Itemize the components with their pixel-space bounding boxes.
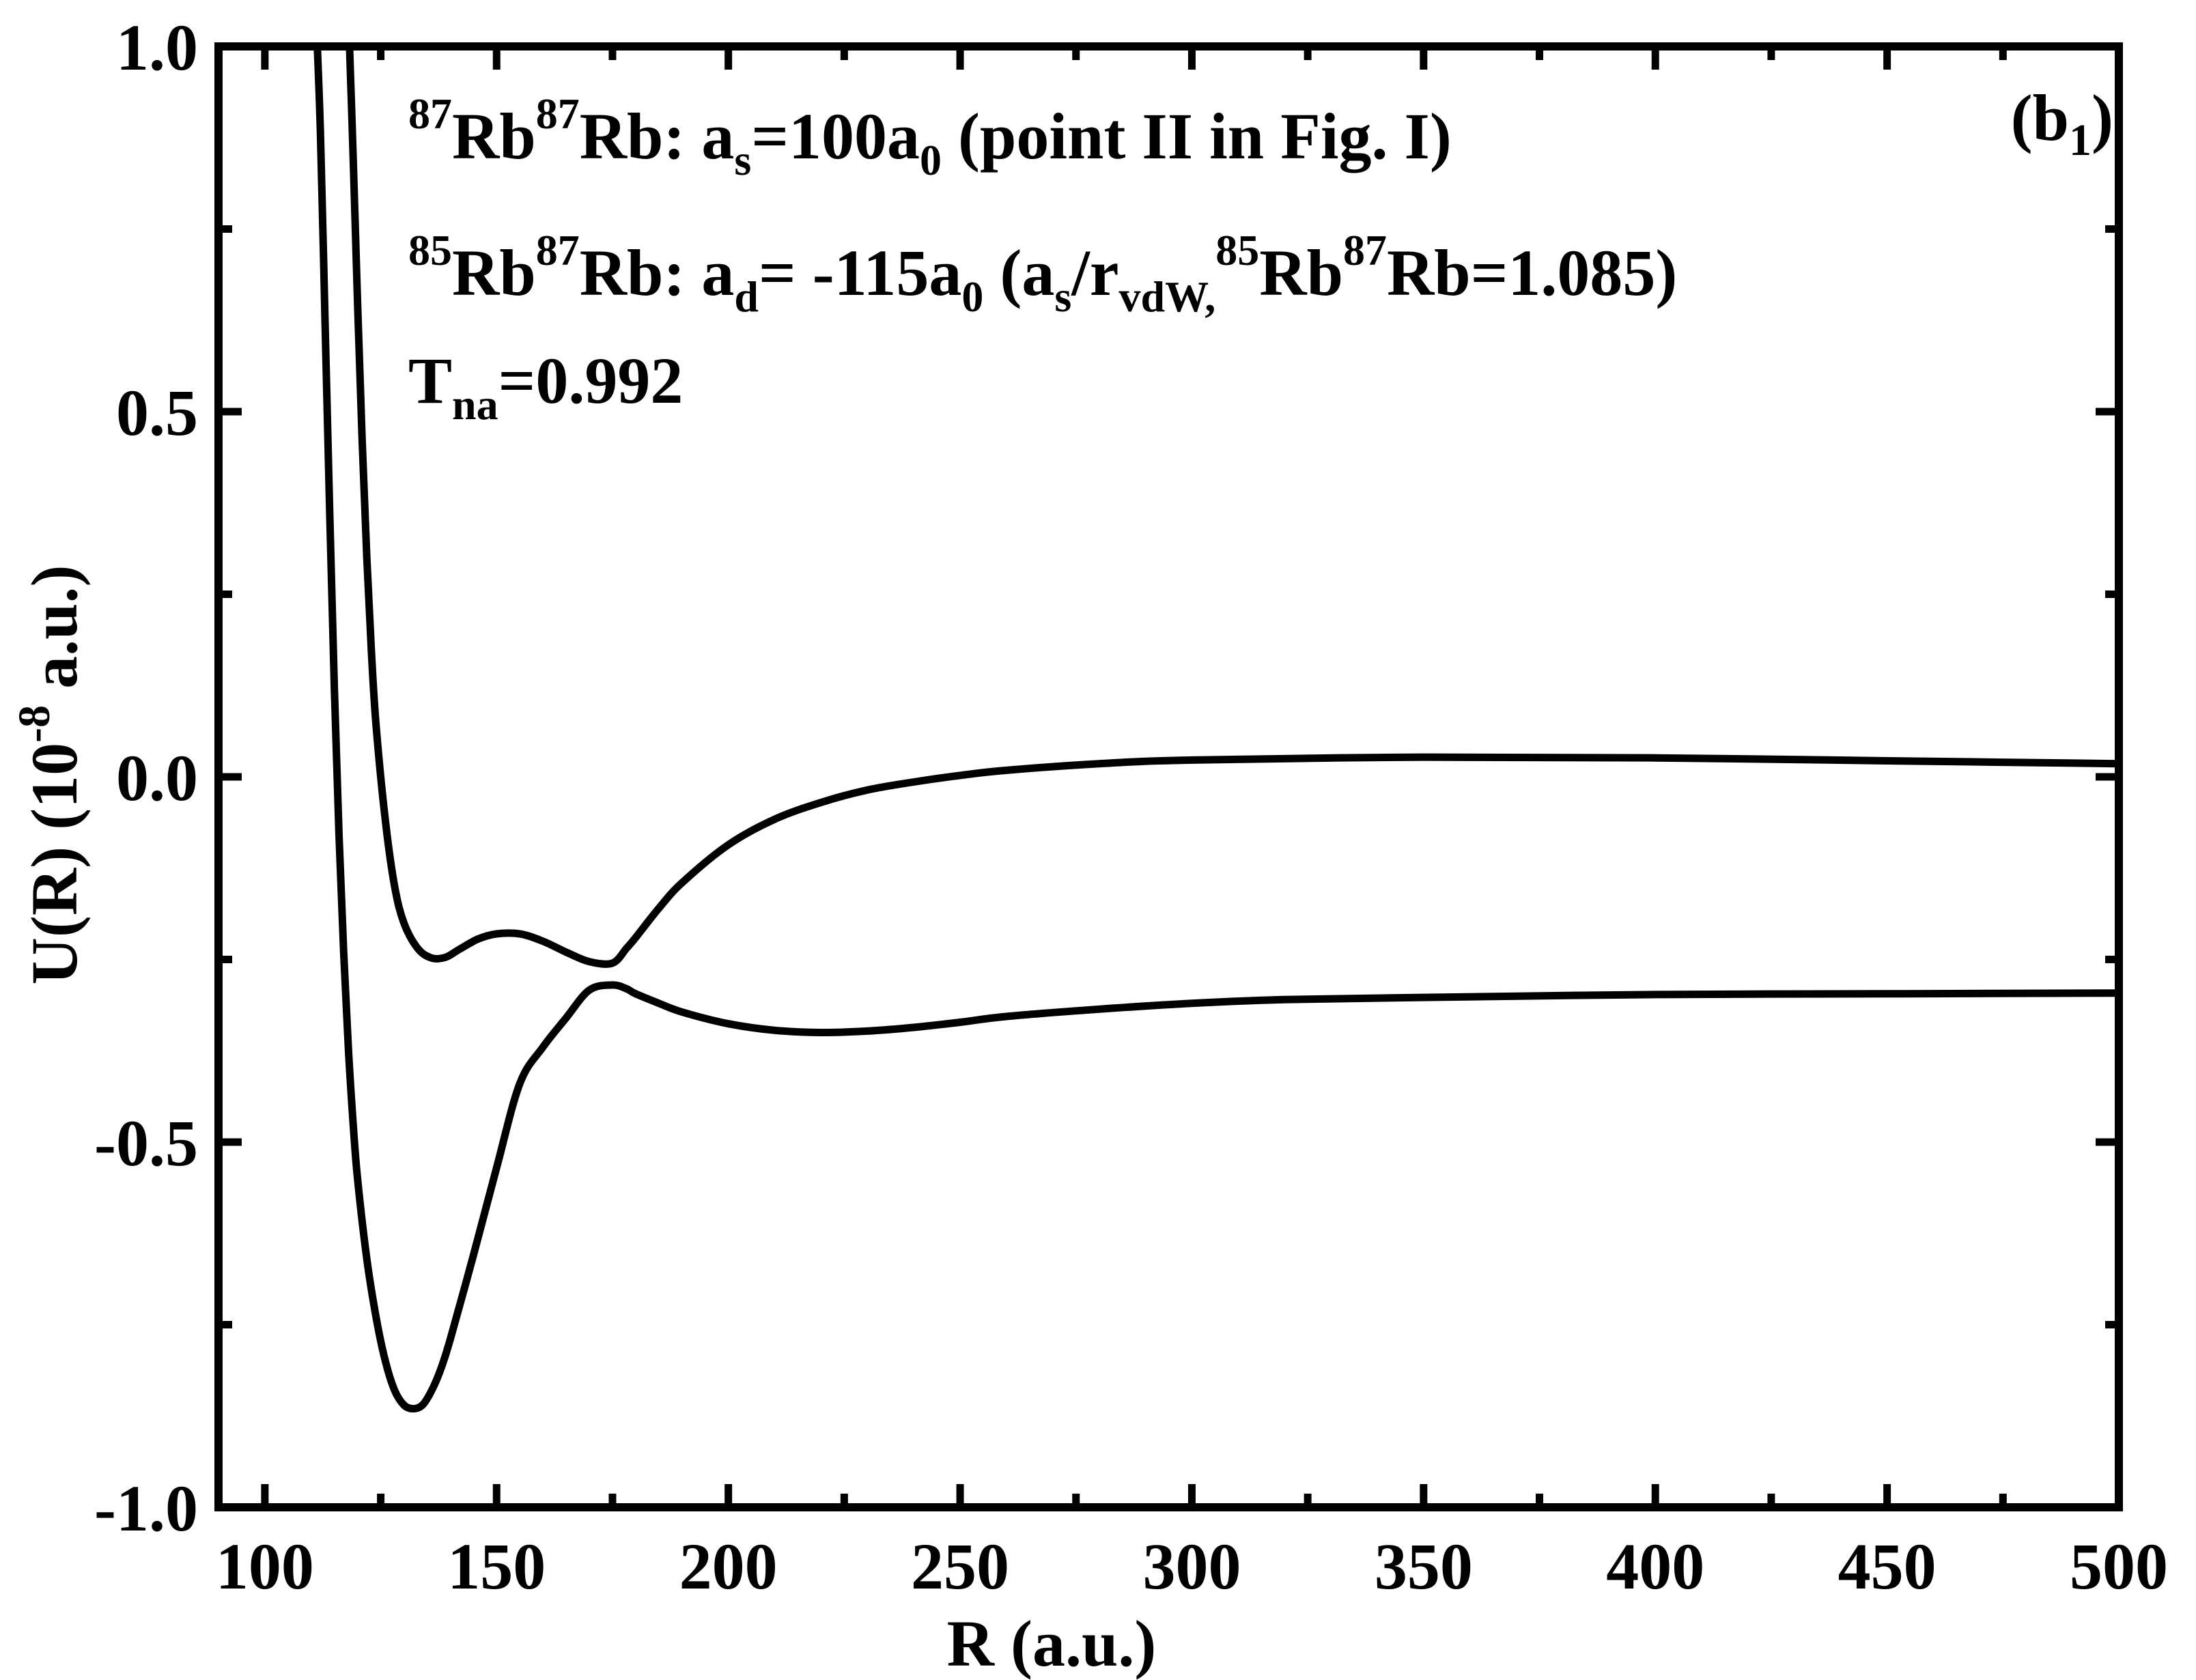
- x-tick-label: 350: [1375, 1530, 1473, 1603]
- series-line-2: [346, 46, 2119, 968]
- y-tick-label: -1.0: [94, 1472, 198, 1545]
- x-tick-label: 400: [1606, 1530, 1704, 1603]
- x-tick-label: 200: [679, 1530, 778, 1603]
- annotation-line-1: 87Rb87Rb: as=100a0 (point II in Fig. I): [408, 89, 1452, 184]
- series-line-1: [313, 46, 2119, 1413]
- x-tick-label: 100: [216, 1530, 314, 1603]
- y-tick-labels: -1.0 -0.5 0.0 0.5 1.0: [94, 11, 198, 1545]
- series-layer: [313, 46, 2119, 1413]
- plot-frame: [214, 42, 2123, 1511]
- x-tick-label: 450: [1838, 1530, 1937, 1603]
- y-tick-label: 0.0: [116, 741, 198, 814]
- x-tick-label: 500: [2070, 1530, 2168, 1603]
- y-tick-label: 0.5: [116, 376, 198, 449]
- y-axis-label: U(R) (10-8 a.u.): [10, 565, 91, 985]
- x-tick-labels: 100 150 200 250 300 350 400 450 500: [216, 1530, 2168, 1603]
- x-tick-label: 150: [447, 1530, 546, 1603]
- annotation-line-3: Tna=0.992: [408, 344, 683, 429]
- y-tick-label: -0.5: [94, 1107, 198, 1180]
- annotation-line-2: 85Rb87Rb: ad= -115a0 (as/rvdW,85Rb87Rb=1…: [408, 226, 1677, 321]
- panel-label: (b1): [2011, 81, 2113, 165]
- x-tick-label: 300: [1142, 1530, 1241, 1603]
- x-tick-label: 250: [911, 1530, 1009, 1603]
- y-tick-label: 1.0: [116, 11, 198, 84]
- x-axis-label: R (a.u.): [947, 1607, 1157, 1680]
